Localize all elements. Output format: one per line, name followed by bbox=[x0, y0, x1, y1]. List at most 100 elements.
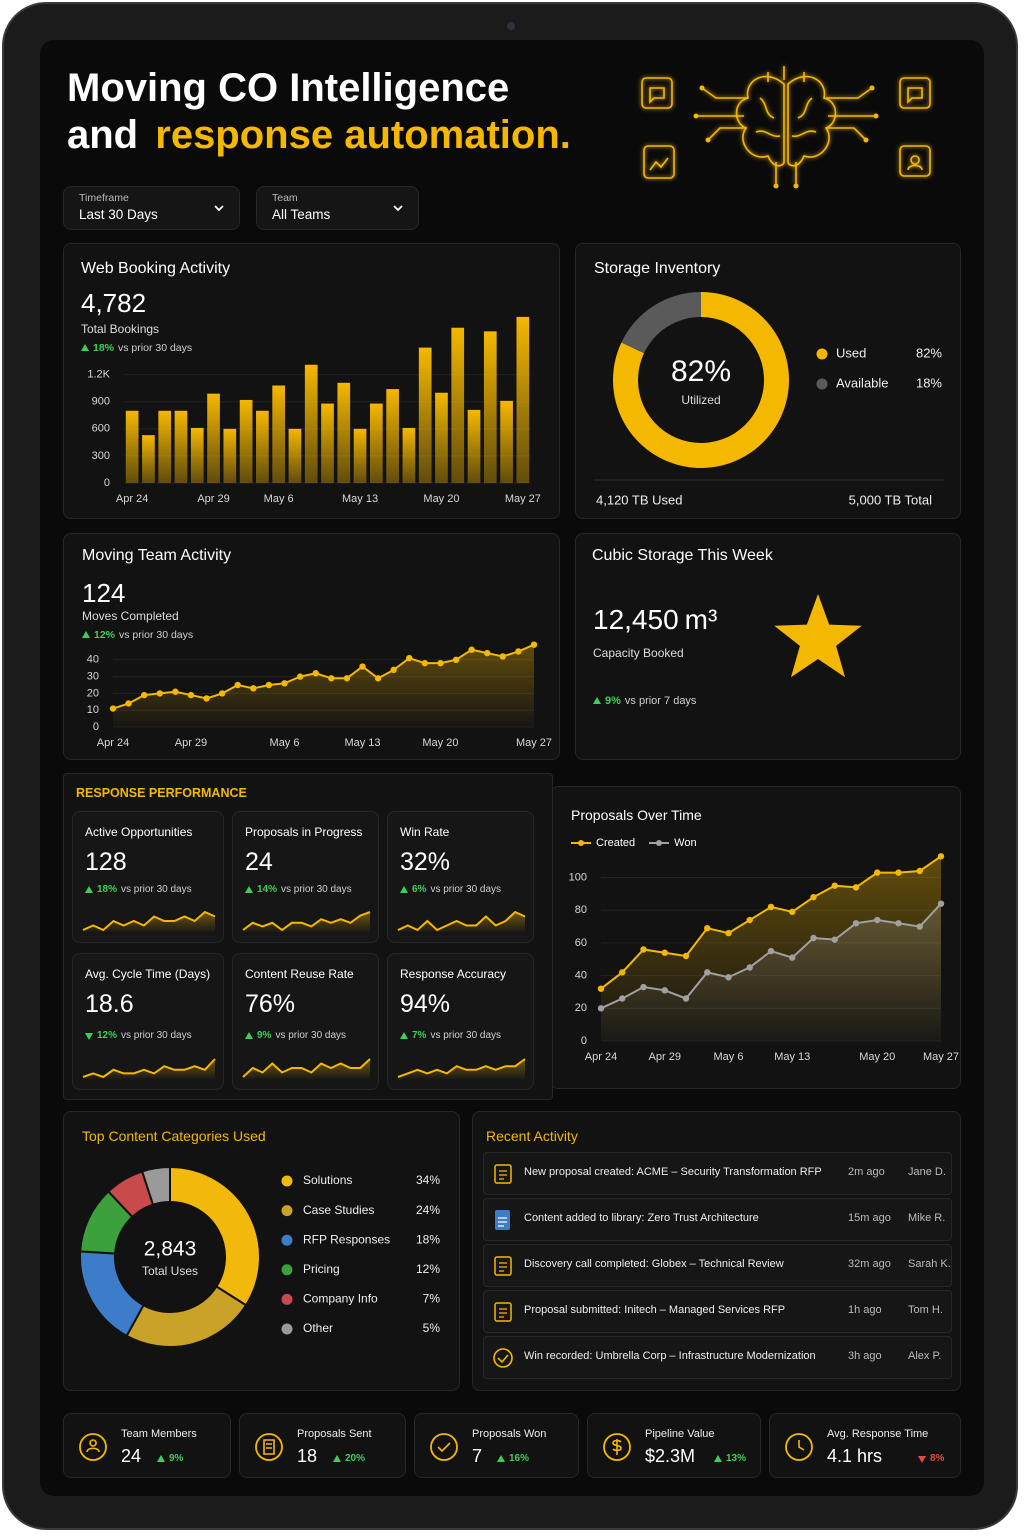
activity-text: New proposal created: ACME – Security Tr… bbox=[524, 1166, 822, 1178]
point bbox=[265, 681, 273, 689]
trend-row: 12% vs prior 30 days bbox=[85, 1030, 192, 1041]
point bbox=[767, 947, 775, 955]
point bbox=[187, 691, 195, 699]
trend-arrow bbox=[400, 885, 408, 893]
point bbox=[125, 700, 132, 707]
x-tick-label: May 13 bbox=[342, 493, 378, 505]
donut-segment bbox=[140, 1165, 171, 1206]
x-tick-label: May 13 bbox=[774, 1051, 810, 1063]
trend-arrow-shape bbox=[714, 1454, 722, 1462]
point bbox=[203, 695, 210, 702]
card-title: Recent Activity bbox=[486, 1128, 578, 1144]
x-tick-label: May 27 bbox=[516, 737, 552, 749]
chart-area bbox=[214, 205, 224, 212]
donut-center-label: Total Uses bbox=[142, 1264, 198, 1278]
stat-card: Proposals Won 7 16% bbox=[414, 1413, 579, 1478]
chart-card: Solutions 34% Case Studies 24% RFP Responses… bbox=[63, 1111, 460, 1391]
chart-area bbox=[785, 1433, 813, 1461]
change-note: vs prior 30 days bbox=[119, 629, 194, 641]
filter-dropdown[interactable]: Team All Teams bbox=[256, 186, 419, 230]
bar bbox=[256, 410, 269, 483]
area-fill bbox=[601, 903, 941, 1041]
point bbox=[597, 1005, 605, 1012]
kpi-name: Response Accuracy bbox=[400, 967, 507, 981]
bar bbox=[125, 410, 139, 483]
chart-area bbox=[774, 594, 862, 678]
stat-value: 18 bbox=[297, 1446, 318, 1466]
activity-icon-lines bbox=[498, 1217, 507, 1227]
y-tick-label: 300 bbox=[92, 450, 110, 462]
card-title: Proposals Over Time bbox=[571, 807, 702, 823]
kpi-value: 94% bbox=[400, 990, 451, 1018]
point bbox=[767, 903, 775, 911]
legend-value: 12% bbox=[416, 1262, 440, 1276]
bar bbox=[223, 428, 237, 483]
stat-icon-detail bbox=[437, 1442, 451, 1453]
point bbox=[218, 690, 226, 697]
y-tick-label: 0 bbox=[93, 721, 99, 733]
chart-area bbox=[493, 1348, 513, 1368]
activity-row: Proposal submitted: Initech – Managed Se… bbox=[483, 1290, 952, 1333]
title-prefix: and bbox=[67, 113, 139, 157]
kpi-value: 4,782 bbox=[81, 288, 147, 318]
donut-center-value: 82% bbox=[671, 355, 731, 388]
point bbox=[452, 656, 460, 663]
legend-dot bbox=[281, 1264, 293, 1276]
legend-label: Case Studies bbox=[303, 1203, 374, 1217]
stat-value: 7 bbox=[472, 1446, 483, 1466]
activity-icon bbox=[494, 1302, 512, 1322]
chart-card: Used 82% Available 18% 82% Utilized 4,120 TB U… bbox=[575, 243, 961, 519]
change-value: 12% bbox=[97, 1030, 118, 1041]
point bbox=[852, 884, 860, 891]
y-tick-label: 600 bbox=[92, 423, 110, 435]
kpi-card: Proposals in Progress 24 14% vs prior 30 da… bbox=[232, 811, 379, 943]
point bbox=[937, 853, 945, 860]
bar bbox=[467, 409, 481, 483]
bar bbox=[451, 327, 465, 483]
legend-label: Pricing bbox=[303, 1262, 340, 1276]
bar bbox=[483, 331, 497, 483]
y-tick-label: 60 bbox=[575, 937, 587, 949]
point bbox=[831, 936, 838, 943]
activity-text: Win recorded: Umbrella Corp – Infrastruc… bbox=[524, 1350, 816, 1362]
trend-row: 6% vs prior 30 days bbox=[400, 884, 501, 895]
activity-icon bbox=[494, 1164, 512, 1184]
point bbox=[530, 641, 538, 648]
point bbox=[515, 648, 522, 655]
trend-arrow bbox=[245, 885, 253, 893]
point bbox=[810, 934, 817, 942]
legend-label: RFP Responses bbox=[303, 1232, 390, 1246]
bar bbox=[500, 400, 513, 483]
change-value: 12% bbox=[94, 629, 116, 641]
point bbox=[437, 659, 444, 667]
stat-icon bbox=[785, 1433, 813, 1461]
x-tick-label: May 20 bbox=[422, 737, 458, 749]
x-tick-label: May 6 bbox=[264, 493, 294, 505]
legend-swatch bbox=[649, 840, 670, 846]
dashboard-screen: Moving CO Intelligence and response auto… bbox=[40, 40, 984, 1496]
line bbox=[112, 643, 535, 710]
chart-area bbox=[82, 1058, 216, 1079]
activity-icon bbox=[493, 1348, 513, 1368]
donut-center-value: 2,843 bbox=[144, 1238, 197, 1261]
bar bbox=[174, 410, 188, 483]
change-note: vs prior 30 days bbox=[118, 342, 193, 354]
star-icon bbox=[774, 594, 862, 678]
point bbox=[937, 900, 945, 907]
legend-swatch bbox=[571, 840, 591, 846]
point bbox=[789, 954, 796, 961]
point bbox=[874, 916, 881, 924]
x-tick-label: Apr 24 bbox=[97, 737, 129, 749]
legend-dot bbox=[656, 840, 663, 846]
activity-time: 2m ago bbox=[848, 1166, 885, 1178]
x-tick-label: May 27 bbox=[923, 1051, 959, 1063]
filter-dropdown[interactable]: Timeframe Last 30 Days bbox=[63, 186, 240, 230]
cubic-value: 12,450 m³ bbox=[593, 604, 717, 636]
stat-label: Team Members bbox=[121, 1428, 197, 1440]
activity-text: Content added to library: Zero Trust Arc… bbox=[524, 1212, 759, 1224]
activity-row: New proposal created: ACME – Security Tr… bbox=[483, 1152, 952, 1195]
trend-arrow bbox=[81, 344, 89, 351]
trend-arrow-shape bbox=[400, 1031, 408, 1039]
activity-person: Mike R. bbox=[908, 1212, 946, 1224]
activity-icon bbox=[494, 1256, 512, 1276]
